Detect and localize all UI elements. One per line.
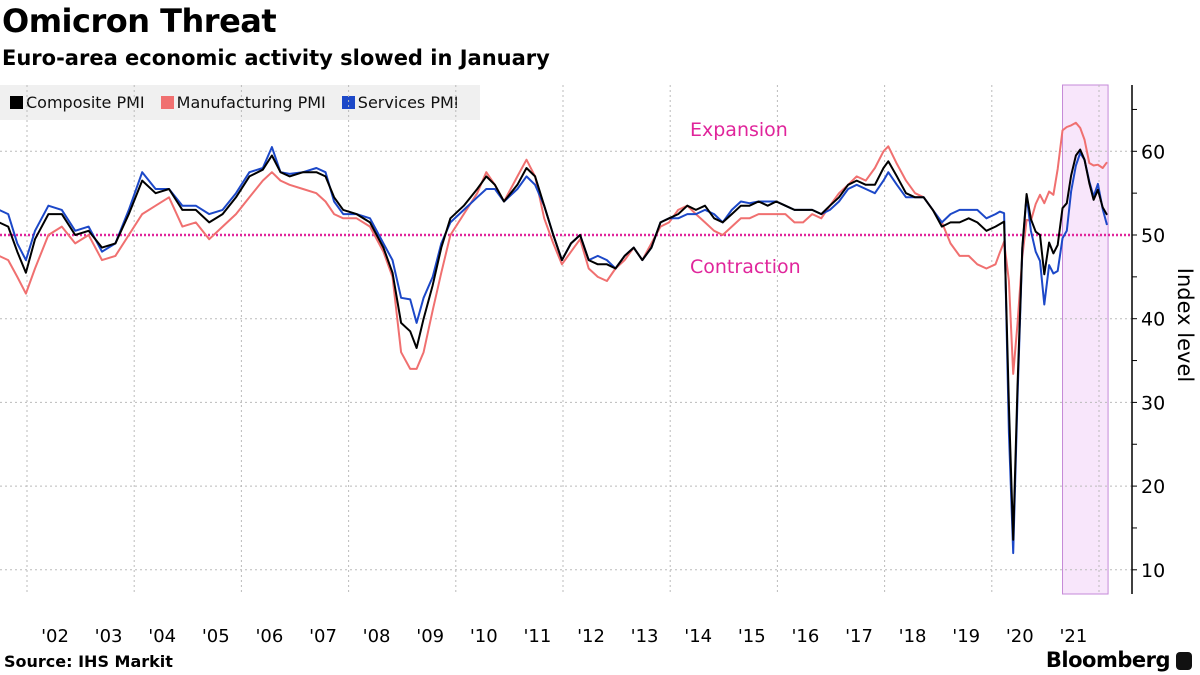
legend-item-composite: Composite PMI xyxy=(10,93,145,112)
x-tick-label: '14 xyxy=(684,626,712,647)
x-tick-label: '03 xyxy=(95,626,123,647)
x-tick-label: '05 xyxy=(202,626,230,647)
highlight-band xyxy=(1062,84,1109,595)
x-tick-label: '17 xyxy=(845,626,873,647)
legend-item-manufacturing: Manufacturing PMI xyxy=(160,93,326,112)
x-tick-label: '15 xyxy=(738,626,766,647)
legend-swatch-manufacturing xyxy=(160,96,174,109)
y-tick-label: 10 xyxy=(1141,560,1165,582)
legend-label: Services PMI xyxy=(357,93,459,112)
x-tick-label: '04 xyxy=(148,626,176,647)
legend-swatch-services xyxy=(341,96,355,109)
x-tick-label: '10 xyxy=(470,626,498,647)
x-tick-label: '19 xyxy=(952,626,980,647)
x-tick-label: '02 xyxy=(41,626,69,647)
y-tick-label: 20 xyxy=(1141,476,1165,498)
y-tick-label: 60 xyxy=(1141,141,1165,163)
x-tick-label: '12 xyxy=(577,626,605,647)
y-tick-label: 40 xyxy=(1141,309,1165,331)
legend: Composite PMI Manufacturing PMI Services… xyxy=(0,85,480,120)
bloomberg-logo: Bloomberg xyxy=(1045,648,1171,672)
source-note: Source: IHS Markit xyxy=(4,652,173,671)
annotation-contraction: Contraction xyxy=(690,256,801,278)
series-line-manufacturing xyxy=(0,121,1108,375)
x-tick-label: '11 xyxy=(523,626,551,647)
x-tick-label: '13 xyxy=(631,626,659,647)
annotation-expansion: Expansion xyxy=(690,119,788,141)
series-line-composite xyxy=(0,148,1108,541)
x-tick-label: '09 xyxy=(416,626,444,647)
legend-item-services: Services PMI xyxy=(341,93,459,112)
x-tick-label: '06 xyxy=(255,626,283,647)
legend-label: Manufacturing PMI xyxy=(176,93,326,112)
x-tick-label: '07 xyxy=(309,626,337,647)
y-axis-label: Index level xyxy=(1173,268,1197,382)
x-tick-label: '16 xyxy=(791,626,819,647)
y-tick-label: 30 xyxy=(1141,392,1165,414)
legend-label: Composite PMI xyxy=(26,93,145,112)
series-line-services xyxy=(0,146,1108,555)
legend-swatch-composite xyxy=(10,96,23,109)
chart-title: Omicron Threat xyxy=(2,2,277,40)
x-tick-label: '18 xyxy=(899,626,927,647)
bloomberg-logo-icon xyxy=(1176,652,1192,670)
chart-subtitle: Euro-area economic activity slowed in Ja… xyxy=(2,46,550,70)
x-tick-label: '20 xyxy=(1006,626,1034,647)
x-tick-label: '08 xyxy=(363,626,391,647)
x-tick-label: '21 xyxy=(1059,626,1087,647)
y-tick-label: 50 xyxy=(1141,225,1165,247)
